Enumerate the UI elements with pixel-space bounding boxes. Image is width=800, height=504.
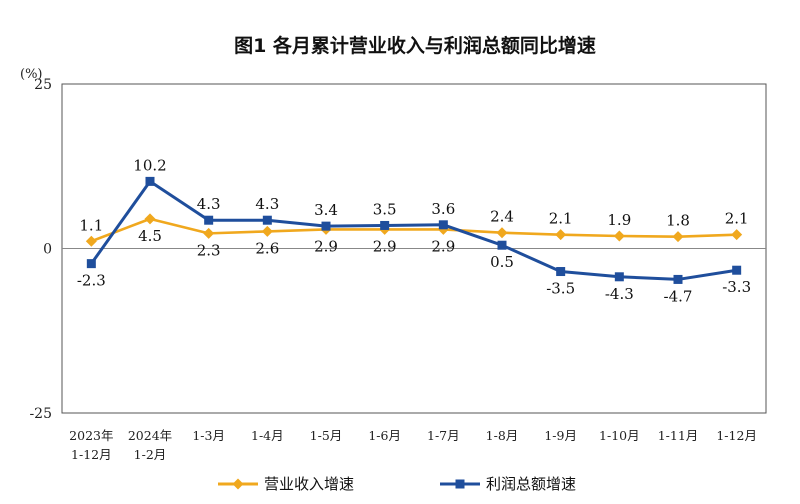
y-tick-label: 25 xyxy=(34,77,52,93)
data-label-revenue: 1.1 xyxy=(79,216,103,234)
data-point-profit xyxy=(438,220,448,230)
data-point-profit xyxy=(145,176,155,186)
x-tick-label: 1-12月 xyxy=(71,447,112,462)
y-tick-label: -25 xyxy=(29,406,52,422)
legend-marker-profit xyxy=(455,479,465,489)
data-point-profit xyxy=(732,265,742,275)
x-axis: 2023年 1-12月 2024年 1-2月 1-3月 1-4月 1-5月 1-6月 1-7月 1… xyxy=(69,428,757,462)
x-tick-label: 2024年 xyxy=(128,428,172,443)
data-point-revenue xyxy=(203,227,215,239)
unit-label: (%) xyxy=(20,67,43,82)
data-label-profit: 4.3 xyxy=(197,195,221,213)
x-tick-label: 1-7月 xyxy=(427,428,460,443)
y-axis: 25 0 -25 xyxy=(29,77,766,422)
data-label-revenue: 2.1 xyxy=(549,210,573,228)
data-label-profit: -2.3 xyxy=(77,272,106,290)
data-label-revenue: 2.6 xyxy=(255,239,279,257)
x-tick-label: 1-5月 xyxy=(310,428,343,443)
data-label-profit: 3.4 xyxy=(314,201,338,219)
data-point-profit xyxy=(556,267,566,277)
data-point-revenue xyxy=(613,230,625,242)
data-label-profit: 10.2 xyxy=(133,156,166,174)
data-label-profit: 0.5 xyxy=(490,253,514,271)
data-label-profit: -4.3 xyxy=(605,285,634,303)
data-point-revenue xyxy=(261,225,273,237)
data-point-profit xyxy=(204,215,214,225)
x-tick-label: 1-12月 xyxy=(716,428,757,443)
x-tick-label: 2023年 xyxy=(69,428,113,443)
data-point-revenue xyxy=(555,229,567,241)
legend-label-profit: 利润总额增速 xyxy=(486,475,576,493)
series-line-profit xyxy=(90,179,737,281)
data-label-revenue: 4.5 xyxy=(138,227,162,245)
series-layer xyxy=(85,176,743,284)
data-point-revenue xyxy=(496,227,508,239)
data-label-profit: 3.5 xyxy=(373,200,397,218)
data-point-revenue xyxy=(731,229,743,241)
data-label-profit: -4.7 xyxy=(664,287,693,305)
data-point-revenue xyxy=(672,231,684,243)
x-tick-label: 1-2月 xyxy=(134,447,167,462)
data-label-revenue: 1.8 xyxy=(666,212,690,230)
x-tick-label: 1-4月 xyxy=(251,428,284,443)
data-label-revenue: 2.4 xyxy=(490,208,514,226)
data-label-profit: -3.5 xyxy=(546,280,575,298)
x-tick-label: 1-8月 xyxy=(486,428,519,443)
data-point-profit xyxy=(497,240,507,250)
series-line-revenue xyxy=(90,217,737,243)
legend-marker-revenue xyxy=(232,478,244,490)
data-point-profit xyxy=(380,220,390,230)
data-label-profit: 3.6 xyxy=(431,200,455,218)
x-tick-label: 1-6月 xyxy=(368,428,401,443)
x-tick-label: 1-3月 xyxy=(192,428,225,443)
data-label-revenue: 2.9 xyxy=(314,237,338,255)
y-tick-label: 0 xyxy=(43,242,52,258)
data-label-profit: 4.3 xyxy=(255,195,279,213)
x-tick-label: 1-10月 xyxy=(599,428,640,443)
data-point-profit xyxy=(614,272,624,282)
data-label-revenue: 2.9 xyxy=(431,237,455,255)
data-labels: 1.1 4.5 2.3 2.6 2.9 2.9 2.9 2.4 2.1 1.9 1.8 2.1 -2.3… xyxy=(77,156,751,305)
data-label-revenue: 1.9 xyxy=(607,211,631,229)
data-label-revenue: 2.3 xyxy=(197,241,221,259)
data-point-profit xyxy=(321,221,331,231)
x-tick-label: 1-11月 xyxy=(658,428,699,443)
legend-label-revenue: 营业收入增速 xyxy=(264,475,354,493)
data-label-revenue: 2.9 xyxy=(373,237,397,255)
legend: 营业收入增速 利润总额增速 xyxy=(218,475,576,493)
data-point-profit xyxy=(673,274,683,284)
x-tick-label: 1-9月 xyxy=(544,428,577,443)
data-point-profit xyxy=(262,215,272,225)
data-point-profit xyxy=(86,259,96,269)
data-point-revenue xyxy=(85,235,97,247)
data-point-revenue xyxy=(144,213,156,225)
data-label-revenue: 2.1 xyxy=(725,210,749,228)
data-label-profit: -3.3 xyxy=(722,278,751,296)
chart-title: 图1 各月累计营业收入与利润总额同比增速 xyxy=(234,34,596,57)
